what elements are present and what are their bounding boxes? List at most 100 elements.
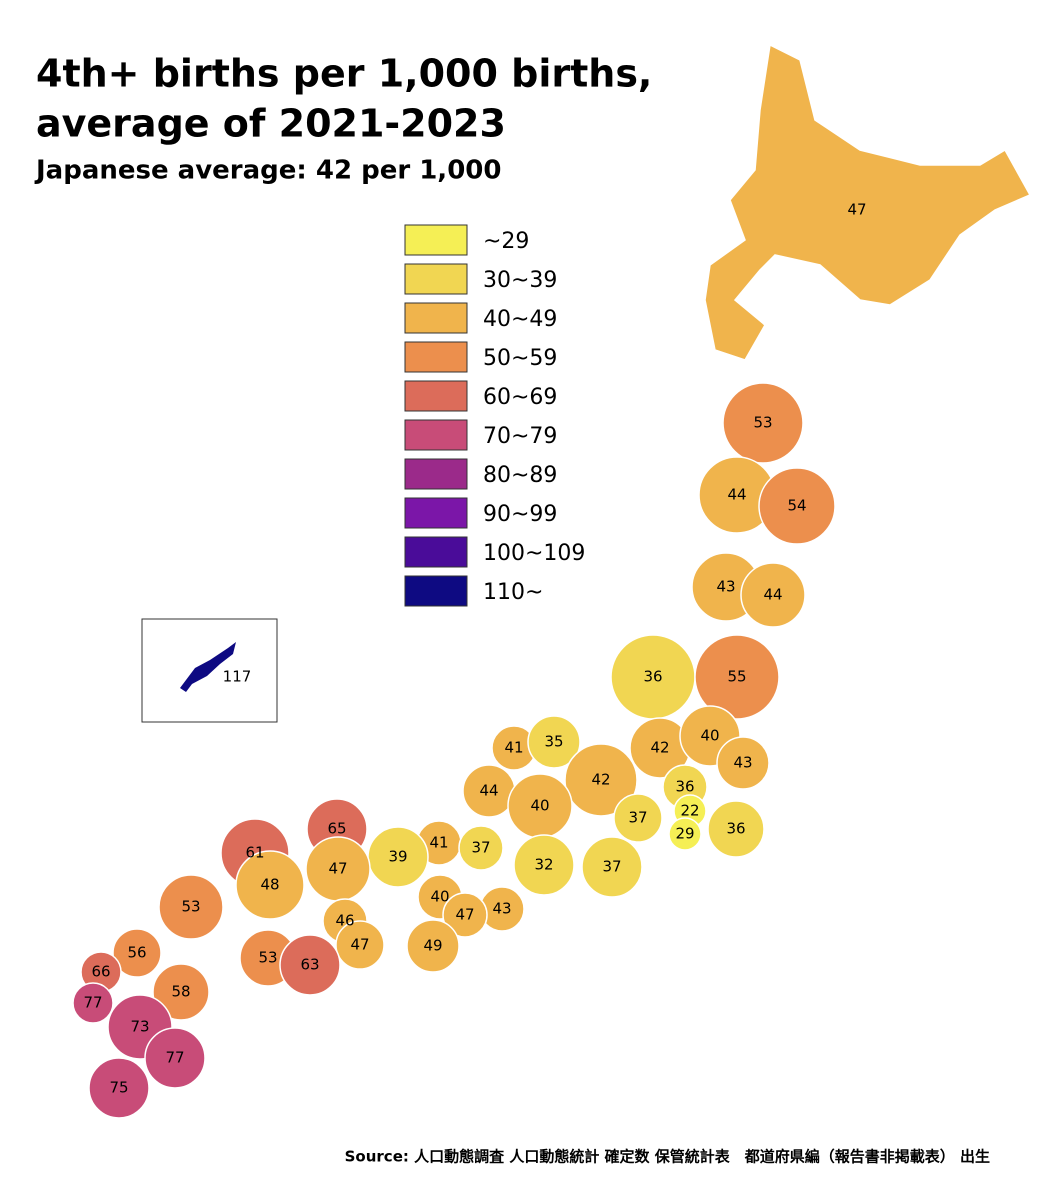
region-value: 42: [650, 739, 669, 757]
region-value: 73: [130, 1018, 149, 1036]
region: [758, 467, 836, 545]
region: [144, 1027, 206, 1089]
region-value: 39: [388, 848, 407, 866]
region-value: 40: [700, 727, 719, 745]
legend: ~29 30~39 40~49 50~59 60~69 70~79 80~89 90~99 10…: [404, 224, 585, 607]
region: [581, 836, 643, 898]
legend-label: 110~: [483, 580, 543, 605]
legend-label: ~29: [483, 229, 529, 254]
legend-swatch: [404, 419, 468, 451]
legend-label: 90~99: [483, 502, 557, 527]
region-value: 47: [328, 860, 347, 878]
legend-swatch: [404, 341, 468, 373]
region: [406, 919, 460, 973]
region-value: 53: [753, 414, 772, 432]
region-value: 77: [83, 994, 102, 1012]
legend-swatch: [404, 224, 468, 256]
legend-swatch: [404, 536, 468, 568]
region-value: 77: [165, 1049, 184, 1067]
region-value: 43: [492, 900, 511, 918]
region-value: 22: [680, 802, 699, 820]
legend-swatch: [404, 458, 468, 490]
region: [564, 743, 638, 817]
legend-swatch: [404, 263, 468, 295]
title-line: 4th+ births per 1,000 births,: [36, 52, 652, 96]
region-value: 53: [258, 949, 277, 967]
region: [694, 634, 780, 720]
region-value: 42: [591, 771, 610, 789]
legend-swatch: [404, 575, 468, 607]
legend-swatch: [404, 380, 468, 412]
region-value: 37: [602, 858, 621, 876]
region-value: 47: [455, 906, 474, 924]
legend-label: 70~79: [483, 424, 557, 449]
region-value: 37: [628, 809, 647, 827]
region: [72, 982, 114, 1024]
legend-swatch: [404, 497, 468, 529]
legend-label: 50~59: [483, 346, 557, 371]
region: [722, 382, 804, 464]
region-value: 58: [171, 983, 190, 1001]
region: [707, 800, 765, 858]
region-value: 75: [109, 1079, 128, 1097]
region-value: 36: [726, 820, 745, 838]
region-value: 117: [223, 668, 252, 686]
region-value: 37: [471, 839, 490, 857]
region-value: 36: [643, 668, 662, 686]
region-value: 35: [544, 733, 563, 751]
region: [458, 825, 504, 871]
region-value: 41: [504, 739, 523, 757]
region: [527, 715, 581, 769]
region-value: 43: [716, 578, 735, 596]
region: [152, 963, 210, 1021]
region: [235, 850, 305, 920]
legend-label: 100~109: [483, 541, 585, 566]
region-value: 29: [675, 825, 694, 843]
region-value: 47: [350, 936, 369, 954]
region: [668, 817, 702, 851]
region-value: 65: [327, 820, 346, 838]
legend-label: 80~89: [483, 463, 557, 488]
region-value: 40: [430, 888, 449, 906]
region-value: 48: [260, 876, 279, 894]
region-value: 47: [847, 201, 866, 219]
region-value: 53: [181, 898, 200, 916]
region-value: 56: [127, 944, 146, 962]
legend-label: 30~39: [483, 268, 557, 293]
region: [704, 43, 1032, 361]
legend-swatch: [404, 302, 468, 334]
region-value: 32: [534, 856, 553, 874]
source: Source: 人口動態調査 人口動態統計 確定数 保管統計表 都道府県編（報告…: [345, 1148, 990, 1166]
region: [613, 793, 663, 843]
subtitle: Japanese average: 42 per 1,000: [34, 156, 501, 186]
region: [158, 874, 224, 940]
region-value: 40: [530, 797, 549, 815]
region-value: 66: [91, 963, 110, 981]
region-value: 44: [763, 586, 782, 604]
region-value: 41: [429, 834, 448, 852]
region: [88, 1057, 150, 1119]
legend-label: 60~69: [483, 385, 557, 410]
region-value: 63: [300, 956, 319, 974]
region: [442, 892, 488, 938]
region: [740, 562, 806, 628]
region-value: 44: [727, 486, 746, 504]
region: [513, 834, 575, 896]
region: [279, 934, 341, 996]
region-value: 61: [245, 844, 264, 862]
title-line: average of 2021-2023: [36, 102, 506, 146]
region-value: 36: [675, 778, 694, 796]
region: [335, 920, 385, 970]
region: [112, 928, 162, 978]
region-value: 46: [335, 912, 354, 930]
region-value: 43: [733, 754, 752, 772]
legend-label: 40~49: [483, 307, 557, 332]
region-value: 49: [423, 937, 442, 955]
regions: 47 53 44 54 43 44 36 55 41 35 42 40 43 36 42 44 22 40 37 29…: [72, 43, 1032, 1119]
region-value: 54: [787, 497, 806, 515]
region-value: 55: [727, 668, 746, 686]
region: [180, 642, 236, 692]
region-value: 44: [479, 782, 498, 800]
region: [716, 736, 770, 790]
